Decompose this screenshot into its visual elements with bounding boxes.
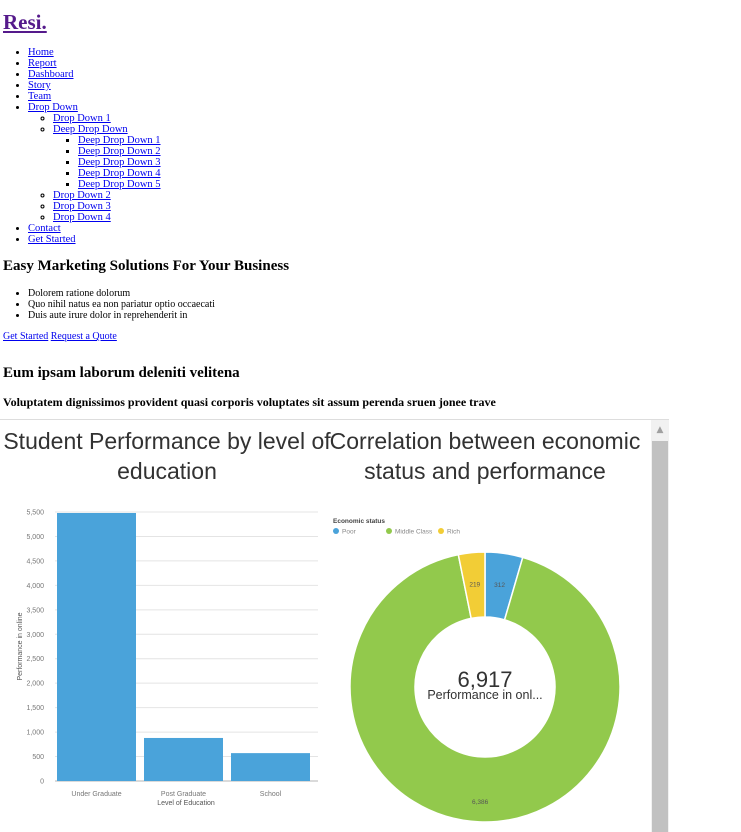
dropdown-item: Deep Drop Down Deep Drop Down 1 Deep Dro… xyxy=(53,124,161,190)
scrollbar-thumb[interactable] xyxy=(652,441,668,832)
donut-chart-title: Correlation between economic status and … xyxy=(329,428,641,484)
dropdown-item: Drop Down 3 xyxy=(53,201,161,212)
hero-feature-item: Dolorem ratione dolorum xyxy=(28,288,215,299)
bar-y-tick-label: 500 xyxy=(32,754,44,761)
deep-dropdown-item: Deep Drop Down 3 xyxy=(78,157,161,168)
bar-y-tick-label: 4,500 xyxy=(26,558,44,565)
nav-item-contact: Contact xyxy=(28,223,161,234)
dropdown-link-2[interactable]: Drop Down 2 xyxy=(53,190,111,201)
donut-slice-rich[interactable] xyxy=(457,551,486,620)
nav-link-story[interactable]: Story xyxy=(28,80,51,91)
deep-dropdown-item: Deep Drop Down 1 xyxy=(78,135,161,146)
bar-x-tick-label: School xyxy=(260,791,282,798)
main-nav: Home Report Dashboard Story Team Drop Do… xyxy=(0,47,161,245)
bar-x-axis-label: Level of Education xyxy=(157,800,215,807)
nav-link-home[interactable]: Home xyxy=(28,47,54,58)
legend-label-middle-class[interactable]: Middle Class xyxy=(395,529,433,536)
deep-dropdown-link-5[interactable]: Deep Drop Down 5 xyxy=(78,179,161,190)
donut-value-label: 219 xyxy=(469,582,480,589)
bar-y-tick-label: 0 xyxy=(40,779,44,786)
request-quote-button[interactable]: Request a Quote xyxy=(50,331,117,342)
nav-item-team: Team xyxy=(28,91,161,102)
deep-dropdown-link-4[interactable]: Deep Drop Down 4 xyxy=(78,168,161,179)
deep-dropdown-list: Deep Drop Down 1 Deep Drop Down 2 Deep D… xyxy=(53,135,161,190)
legend-swatch-poor xyxy=(333,528,339,534)
dropdown-item: Drop Down 1 xyxy=(53,113,161,124)
bar-post-graduate[interactable] xyxy=(144,737,223,781)
bar-y-tick-label: 2,000 xyxy=(26,681,44,688)
bar-y-tick-label: 1,500 xyxy=(26,705,44,712)
bar-chart: 0 500 1,000 1,500 2,000 2,500 3,000 3,500 4,000 4… xyxy=(17,510,318,807)
site-logo-link[interactable]: Resi. xyxy=(3,10,47,34)
hero-feature-item: Duis aute irure dolor in reprehenderit i… xyxy=(28,310,215,321)
site-logo[interactable]: Resi. xyxy=(3,10,47,35)
about-subtitle: Voluptatem dignissimos provident quasi c… xyxy=(3,395,496,409)
nav-link-team[interactable]: Team xyxy=(28,91,52,102)
dropdown-link-4[interactable]: Drop Down 4 xyxy=(53,212,111,223)
nav-item-story: Story xyxy=(28,80,161,91)
nav-list: Home Report Dashboard Story Team Drop Do… xyxy=(0,47,161,245)
nav-item-drop-down: Drop Down Drop Down 1 Deep Drop Down Dee… xyxy=(28,102,161,223)
deep-dropdown-item: Deep Drop Down 4 xyxy=(78,168,161,179)
deep-dropdown-item: Deep Drop Down 5 xyxy=(78,179,161,190)
bar-y-tick-label: 3,000 xyxy=(26,632,44,639)
dropdown-link-3[interactable]: Drop Down 3 xyxy=(53,201,111,212)
donut-center-label: Performance in onl... xyxy=(427,688,542,702)
dashboard-embed[interactable]: Student Performance by level of educatio… xyxy=(0,419,669,832)
legend-swatch-middle-class xyxy=(386,528,392,534)
legend-swatch-rich xyxy=(438,528,444,534)
dropdown-item: Drop Down 2 xyxy=(53,190,161,201)
dropdown-item: Drop Down 4 xyxy=(53,212,161,223)
bar-chart-title: Student Performance by level of educatio… xyxy=(3,428,331,484)
dropdown-list: Drop Down 1 Deep Drop Down Deep Drop Dow… xyxy=(28,113,161,223)
bar-y-tick-label: 4,000 xyxy=(26,583,44,590)
hero-title: Easy Marketing Solutions For Your Busine… xyxy=(3,258,290,274)
get-started-button[interactable]: Get Started xyxy=(3,331,49,342)
hero-actions: Get Started Request a Quote xyxy=(3,331,117,342)
donut-chart: Economic status Poor Middle Class Rich 312… xyxy=(333,518,621,823)
bar-y-tick-label: 1,000 xyxy=(26,730,44,737)
bar-y-tick-label: 5,000 xyxy=(26,534,44,541)
legend-label-rich[interactable]: Rich xyxy=(447,529,460,536)
nav-link-contact[interactable]: Contact xyxy=(28,223,61,234)
bar-school[interactable] xyxy=(231,753,310,781)
bar-y-axis-label: Performance in online xyxy=(17,612,24,680)
nav-link-get-started[interactable]: Get Started xyxy=(28,234,76,245)
bar-y-tick-label: 3,500 xyxy=(26,607,44,614)
dropdown-link-deep[interactable]: Deep Drop Down xyxy=(53,124,128,135)
donut-value-label: 6,386 xyxy=(472,799,489,806)
donut-legend-title: Economic status xyxy=(333,518,385,525)
deep-dropdown-link-1[interactable]: Deep Drop Down 1 xyxy=(78,135,161,146)
hero-feature-list: Dolorem ratione dolorum Quo nihil natus … xyxy=(0,288,215,321)
bar-under-graduate[interactable] xyxy=(57,512,136,781)
nav-link-drop-down[interactable]: Drop Down xyxy=(28,102,78,113)
hero-feature-item: Quo nihil natus ea non pariatur optio oc… xyxy=(28,299,215,310)
about-title: Eum ipsam laborum deleniti velitena xyxy=(3,365,240,381)
donut-value-label: 312 xyxy=(494,582,505,589)
deep-dropdown-link-2[interactable]: Deep Drop Down 2 xyxy=(78,146,161,157)
deep-dropdown-item: Deep Drop Down 2 xyxy=(78,146,161,157)
bar-x-tick-label: Post Graduate xyxy=(161,791,206,798)
nav-item-home: Home xyxy=(28,47,161,58)
nav-link-report[interactable]: Report xyxy=(28,58,57,69)
bar-x-tick-label: Under Graduate xyxy=(71,791,121,798)
embed-scrollbar[interactable]: ▲ xyxy=(651,420,669,832)
dropdown-link-1[interactable]: Drop Down 1 xyxy=(53,113,111,124)
nav-link-dashboard[interactable]: Dashboard xyxy=(28,69,74,80)
nav-item-dashboard: Dashboard xyxy=(28,69,161,80)
donut-slice-middle-class[interactable] xyxy=(349,553,621,823)
nav-item-get-started: Get Started xyxy=(28,234,161,245)
legend-label-poor[interactable]: Poor xyxy=(342,529,357,536)
bar-y-tick-label: 5,500 xyxy=(26,510,44,517)
deep-dropdown-link-3[interactable]: Deep Drop Down 3 xyxy=(78,157,161,168)
nav-item-report: Report xyxy=(28,58,161,69)
bar-y-tick-label: 2,500 xyxy=(26,656,44,663)
donut-center-value: 6,917 xyxy=(457,667,512,692)
scroll-up-arrow-icon[interactable]: ▲ xyxy=(656,425,664,435)
